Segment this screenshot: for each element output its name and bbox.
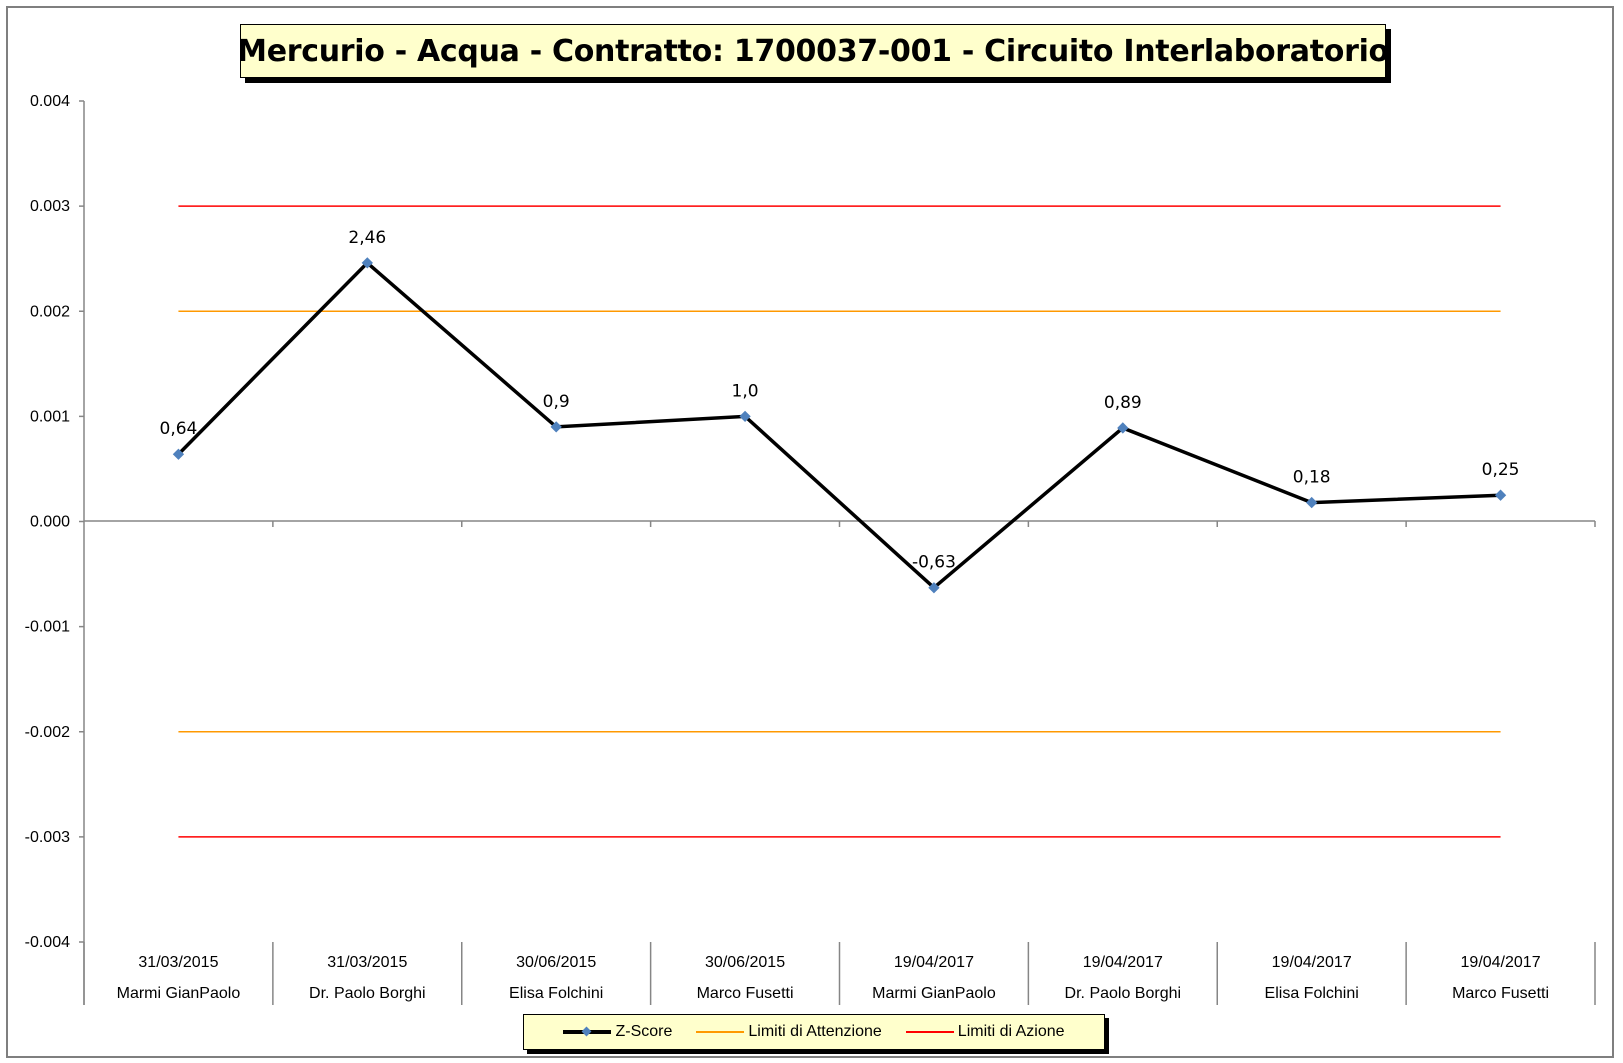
legend-label-attention: Limiti di Attenzione: [748, 1023, 882, 1040]
category-date-label: 19/04/2017: [1461, 954, 1541, 971]
category-name-label: Elisa Folchini: [509, 985, 603, 1002]
legend-label-action: Limiti di Azione: [957, 1023, 1065, 1040]
y-tick-label: 0.002: [30, 303, 70, 320]
z-score-point: [172, 448, 185, 460]
z-score-point: [361, 257, 373, 269]
category-name-label: Marco Fusetti: [697, 985, 794, 1002]
z-score-data-label: 0,64: [160, 419, 198, 439]
chart-legend: Z-Score Limiti di Attenzione Limiti di A…: [523, 1014, 1105, 1050]
category-name-label: Dr. Paolo Borghi: [309, 985, 426, 1002]
category-date-label: 30/06/2015: [705, 954, 785, 971]
chart-title: Mercurio - Acqua - Contratto: 1700037-00…: [240, 24, 1386, 78]
z-score-data-label: 0,89: [1104, 393, 1142, 413]
legend-item-z-score: Z-Score: [563, 1023, 672, 1041]
category-name-label: Dr. Paolo Borghi: [1065, 985, 1182, 1002]
legend-item-attention: Limiti di Attenzione: [696, 1023, 882, 1041]
z-score-point: [739, 410, 751, 423]
y-tick-label: 0.001: [30, 408, 70, 425]
category-date-label: 31/03/2015: [327, 954, 407, 971]
category-name-label: Marmi GianPaolo: [117, 985, 241, 1002]
y-tick-label: -0.001: [25, 619, 70, 636]
category-name-label: Elisa Folchini: [1265, 985, 1359, 1002]
y-tick-label: -0.004: [25, 934, 70, 951]
z-score-point: [550, 421, 562, 433]
z-score-data-label: 0,25: [1482, 460, 1520, 480]
z-score-data-label: 2,46: [348, 228, 386, 248]
z-score-data-label: -0,63: [912, 553, 956, 573]
y-tick-label: 0.003: [30, 198, 70, 215]
y-tick-label: -0.003: [25, 829, 70, 846]
category-date-label: 31/03/2015: [138, 954, 218, 971]
y-tick-label: -0.002: [25, 724, 70, 741]
legend-item-action: Limiti di Azione: [905, 1023, 1065, 1041]
y-tick-label: 0.004: [30, 93, 70, 110]
category-date-label: 30/06/2015: [516, 954, 596, 971]
legend-swatch-z-score: [563, 1026, 612, 1037]
z-score-point: [928, 582, 940, 594]
legend-swatch-action: [905, 1027, 954, 1037]
category-date-label: 19/04/2017: [1083, 954, 1163, 971]
legend-label-z-score: Z-Score: [615, 1023, 673, 1040]
z-score-point: [1117, 422, 1129, 434]
category-name-label: Marmi GianPaolo: [872, 985, 996, 1002]
z-score-data-label: 1,0: [732, 381, 759, 401]
legend-swatch-attention: [696, 1027, 745, 1037]
y-tick-label: 0.000: [30, 514, 70, 531]
category-name-label: Marco Fusetti: [1452, 985, 1549, 1002]
z-score-data-label: 0,9: [543, 392, 570, 412]
z-score-data-label: 0,18: [1293, 468, 1331, 488]
chart-frame: [6, 6, 1614, 1058]
category-date-label: 19/04/2017: [894, 954, 974, 971]
z-score-line: [177, 260, 1501, 591]
z-score-point: [1306, 496, 1318, 509]
z-score-point: [1494, 489, 1507, 501]
category-date-label: 19/04/2017: [1272, 954, 1352, 971]
